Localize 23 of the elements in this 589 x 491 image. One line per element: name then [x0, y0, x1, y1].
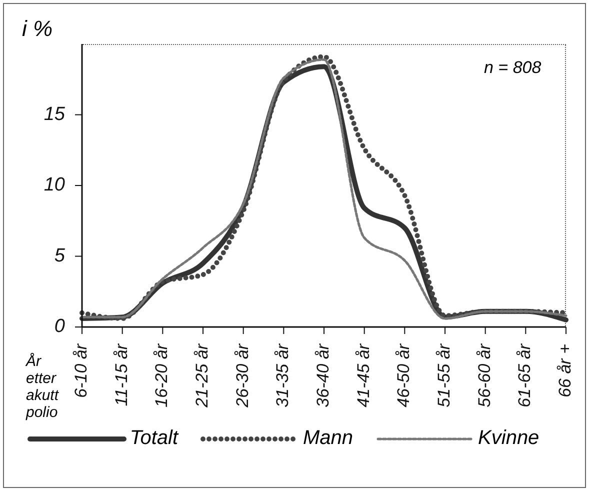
annotation: n = 808 — [484, 58, 542, 78]
y-tick-label: 15 — [44, 104, 66, 125]
legend-label: Kvinne — [478, 427, 540, 450]
x-tick-label: 26-30 år — [232, 342, 252, 408]
x-tick-label: 56-60 år — [474, 342, 494, 408]
y-tick-label: 10 — [44, 174, 66, 196]
y-axis-title: i % — [22, 16, 53, 42]
x-tick-label: 31-35 år — [273, 342, 292, 408]
x-tick-label: 16-20 år — [152, 342, 172, 408]
x-tick-label: 36-40 år — [313, 342, 332, 408]
x-tick-label: 6-10 år — [71, 342, 90, 398]
x-tick-label: 11-15 år — [112, 342, 131, 406]
x-tick-label: 61-65 år — [515, 342, 534, 408]
legend-label: Mann — [303, 427, 354, 450]
x-tick-label: 51-55 år — [434, 342, 454, 408]
x-axis-title: År etter akutt polio — [26, 353, 60, 421]
x-tick-label: 66 år + — [555, 344, 574, 398]
y-tick-label: 0 — [54, 316, 66, 338]
x-tick-label: 41-45 år — [354, 342, 373, 408]
x-tick-label: 21-25 år — [192, 342, 212, 408]
y-tick-label: 5 — [54, 245, 66, 266]
legend-label: Totalt — [130, 427, 178, 450]
x-tick-label: 46-50 år — [394, 342, 414, 408]
